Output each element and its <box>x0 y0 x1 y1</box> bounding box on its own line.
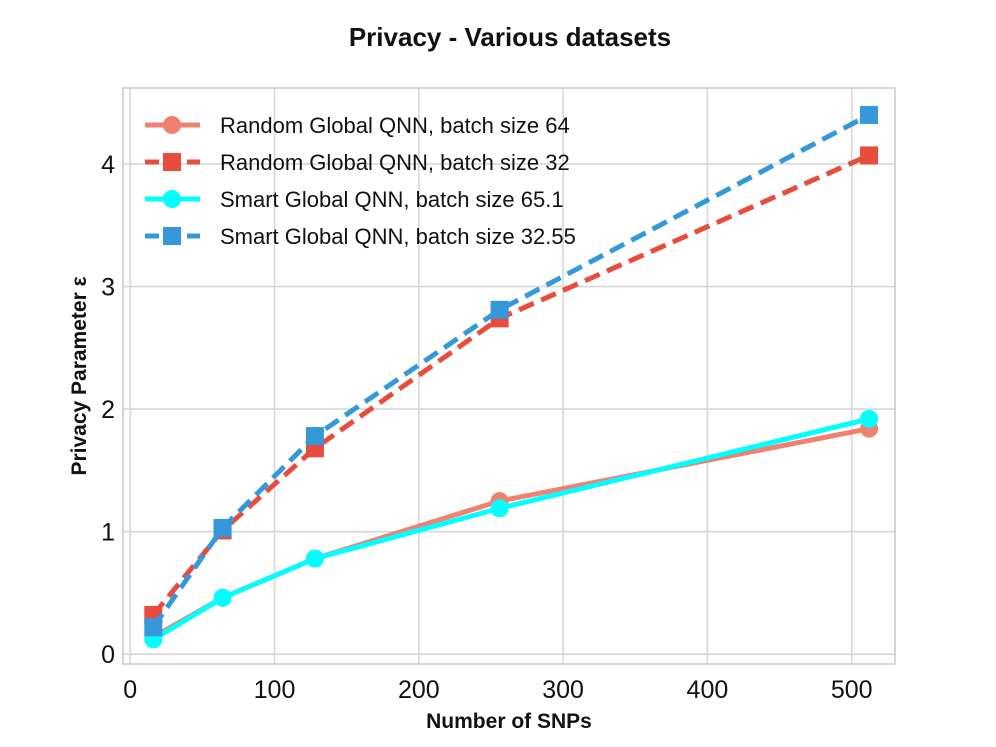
legend-label: Smart Global QNN, batch size 65.1 <box>220 187 564 212</box>
data-point <box>860 146 879 165</box>
legend-label: Smart Global QNN, batch size 32.55 <box>220 224 576 249</box>
data-point <box>860 409 879 428</box>
y-axis-label: Privacy Parameter ε <box>68 276 91 475</box>
series-layer <box>144 105 879 649</box>
legend-label: Random Global QNN, batch size 32 <box>220 150 570 175</box>
legend-item: Random Global QNN, batch size 64 <box>145 113 570 138</box>
legend: Random Global QNN, batch size 64 Random G… <box>145 113 576 249</box>
series-4 <box>144 105 879 637</box>
series-line <box>150 426 872 640</box>
x-tick-label: 200 <box>398 676 440 704</box>
legend-item: Smart Global QNN, batch size 65.1 <box>145 187 564 212</box>
data-point <box>490 300 509 319</box>
legend-label: Random Global QNN, batch size 64 <box>220 113 570 138</box>
legend-item: Random Global QNN, batch size 32 <box>145 150 570 175</box>
data-point <box>144 618 163 637</box>
legend-marker <box>163 153 181 171</box>
x-axis-label: Number of SNPs <box>426 710 592 733</box>
x-tick-label: 500 <box>831 676 873 704</box>
x-tick-label: 0 <box>123 676 137 704</box>
x-tick-label: 100 <box>254 676 296 704</box>
y-tick-label: 3 <box>101 274 115 302</box>
legend-marker <box>163 227 181 245</box>
y-tick-label: 0 <box>101 641 115 669</box>
tick-layer: 0 100 200 300 400 500 0 1 2 3 4 <box>101 151 872 704</box>
data-point <box>860 105 879 124</box>
series-2 <box>144 146 879 624</box>
data-point <box>490 499 509 518</box>
series-1 <box>144 419 879 647</box>
legend-marker <box>163 116 181 134</box>
data-point <box>305 549 324 568</box>
plot-frame <box>122 87 896 665</box>
grid-layer <box>123 88 895 664</box>
chart-title: Privacy - Various datasets <box>349 22 671 52</box>
data-point <box>213 588 232 607</box>
y-tick-label: 1 <box>101 519 115 547</box>
y-tick-label: 4 <box>101 151 115 179</box>
data-point <box>305 427 324 446</box>
series-3 <box>144 409 879 649</box>
x-tick-label: 300 <box>542 676 584 704</box>
legend-marker <box>163 190 181 208</box>
data-point <box>213 518 232 537</box>
x-tick-label: 400 <box>687 676 729 704</box>
y-tick-label: 2 <box>101 396 115 424</box>
legend-item: Smart Global QNN, batch size 32.55 <box>145 224 576 249</box>
